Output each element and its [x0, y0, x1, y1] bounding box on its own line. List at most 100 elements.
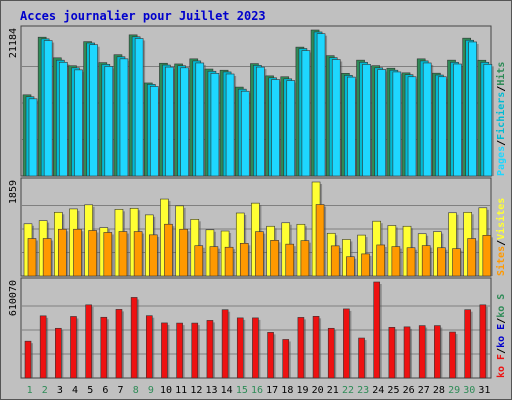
x-tick-22: 22	[342, 385, 354, 396]
bar-bottom-ko-25	[388, 327, 396, 379]
bar-top-pages-15	[240, 90, 250, 177]
bar-bottom-ko-12	[191, 322, 199, 379]
bar-middle-sites-23	[361, 253, 370, 277]
x-tick-28: 28	[433, 385, 445, 396]
bar-bottom-ko-27	[418, 325, 426, 379]
bar-top-pages-19	[301, 50, 311, 177]
bar-top-pages-6	[104, 66, 114, 177]
bar-middle-sites-17	[270, 240, 279, 277]
bar-top-pages-7	[119, 58, 129, 177]
x-tick-12: 12	[190, 385, 202, 396]
bar-top-pages-4	[74, 69, 83, 177]
bar-middle-sites-2	[42, 238, 52, 277]
bar-top-pages-1	[28, 98, 38, 177]
bar-bottom-ko-16	[252, 317, 259, 379]
bar-top-pages-29	[453, 63, 462, 177]
bar-top-pages-10	[165, 66, 174, 177]
bar-top-pages-5	[89, 44, 98, 177]
bar-bottom-ko-30	[464, 309, 471, 379]
bar-middle-sites-15	[239, 243, 249, 277]
x-tick-10: 10	[160, 385, 172, 396]
bar-top-pages-20	[316, 33, 326, 177]
bar-top-pages-18	[286, 80, 296, 177]
bar-middle-sites-3	[58, 228, 67, 277]
bar-bottom-ko-31	[479, 304, 487, 379]
bar-top-pages-3	[59, 61, 68, 177]
x-tick-6: 6	[102, 385, 108, 396]
x-tick-11: 11	[175, 385, 187, 396]
bar-middle-sites-16	[255, 231, 264, 277]
bar-bottom-ko-13	[206, 320, 214, 379]
bar-bottom-ko-18	[282, 339, 290, 379]
bar-middle-sites-13	[209, 246, 219, 277]
bar-bottom-ko-21	[327, 327, 335, 379]
legend-middle-visites: Visites	[495, 198, 507, 240]
bar-middle-sites-8	[133, 231, 143, 277]
x-tick-25: 25	[387, 385, 399, 396]
bar-middle-sites-27	[421, 245, 431, 277]
ymax-label-top: 21184	[8, 28, 19, 58]
bar-middle-sites-18	[285, 243, 295, 277]
legend-top-pages: Pages	[496, 146, 507, 176]
bar-bottom-ko-1	[24, 340, 32, 379]
bar-middle-sites-7	[118, 231, 128, 277]
bar-top-pages-12	[195, 62, 205, 177]
x-tick-21: 21	[327, 385, 339, 396]
bar-middle-sites-12	[194, 245, 204, 277]
bar-middle-sites-5	[88, 230, 97, 277]
bar-bottom-ko-7	[115, 309, 123, 379]
x-tick-14: 14	[221, 385, 233, 396]
bar-middle-sites-14	[224, 246, 234, 277]
bar-middle-sites-21	[330, 245, 340, 277]
bar-bottom-ko-26	[403, 326, 411, 379]
bar-top-pages-27	[422, 62, 432, 177]
x-tick-26: 26	[403, 385, 415, 396]
legend-top-fichiers: Fichiers	[495, 92, 507, 140]
bar-bottom-ko-11	[176, 322, 183, 379]
bar-top-pages-2	[43, 40, 53, 177]
legend-bottom-ko-e: ko E	[496, 324, 507, 348]
legend-bottom: ko F/ko E/ko S	[496, 294, 507, 378]
bar-top-pages-8	[134, 38, 144, 177]
x-tick-30: 30	[463, 385, 475, 396]
bar-top-pages-14	[225, 73, 235, 177]
bar-middle-sites-10	[164, 223, 173, 277]
bar-top-pages-22	[347, 76, 356, 177]
x-tick-8: 8	[133, 385, 139, 396]
bar-bottom-ko-22	[343, 308, 350, 379]
bar-middle-sites-19	[300, 240, 310, 277]
bar-bottom-ko-17	[267, 332, 274, 379]
bar-bottom-ko-29	[449, 331, 456, 379]
bar-middle-sites-28	[437, 247, 446, 277]
x-tick-4: 4	[72, 385, 78, 396]
bar-middle-sites-20	[315, 204, 325, 277]
bar-top-pages-25	[392, 71, 402, 177]
bar-top-pages-30	[468, 41, 477, 177]
x-tick-3: 3	[57, 385, 63, 396]
bar-bottom-ko-24	[373, 281, 381, 379]
x-tick-5: 5	[87, 385, 93, 396]
x-tick-23: 23	[357, 385, 369, 396]
bar-bottom-ko-28	[434, 325, 441, 379]
bar-middle-sites-11	[179, 228, 188, 277]
x-tick-19: 19	[296, 385, 308, 396]
bar-top-pages-31	[483, 64, 493, 177]
bar-top-pages-9	[149, 86, 159, 177]
bar-top-pages-24	[377, 69, 387, 177]
x-tick-31: 31	[478, 385, 490, 396]
bar-middle-sites-26	[406, 247, 416, 277]
bar-middle-sites-4	[73, 228, 82, 277]
bar-bottom-ko-2	[39, 315, 47, 379]
bar-middle-sites-6	[103, 232, 113, 277]
bar-bottom-ko-5	[85, 304, 92, 379]
bar-bottom-ko-4	[70, 316, 77, 379]
x-tick-7: 7	[118, 385, 124, 396]
ymax-label-bottom: 610070	[8, 280, 19, 316]
bar-middle-sites-9	[148, 234, 158, 277]
legend-middle: Sites/Visites	[495, 198, 507, 276]
x-tick-24: 24	[372, 385, 384, 396]
bar-top-pages-21	[331, 59, 341, 177]
legend-top: Pages/Fichiers/Hits	[495, 62, 507, 176]
x-tick-9: 9	[148, 385, 154, 396]
